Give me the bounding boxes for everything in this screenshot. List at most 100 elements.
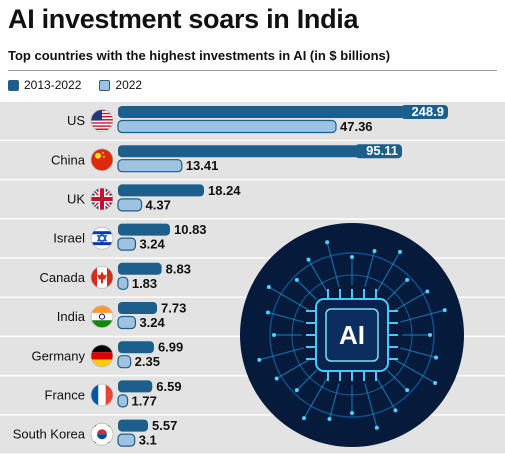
circuit-node	[433, 381, 438, 385]
bar-2013-2022	[118, 302, 158, 314]
bar-2013-2022	[118, 145, 400, 158]
flag-us-icon	[90, 109, 114, 133]
value-label-2013-2022: 18.24	[208, 183, 241, 198]
legend: 2013-2022 2022	[8, 78, 160, 92]
value-label-2022: 1.77	[132, 393, 157, 408]
bar-2022	[117, 119, 337, 134]
circuit-node	[302, 416, 306, 421]
bar-2013-2022	[118, 262, 162, 275]
circuit-node	[434, 355, 439, 360]
circuit-node	[350, 411, 354, 415]
flag-uk-icon	[90, 187, 114, 211]
bar-2022	[117, 198, 143, 212]
circuit-node	[428, 333, 432, 337]
ai-chip-illustration: AI	[240, 223, 464, 447]
circuit-node	[398, 249, 402, 254]
circuit-trace	[364, 383, 378, 428]
legend-swatch-light	[99, 79, 111, 91]
circuit-node	[374, 425, 379, 430]
bar-2013-2022	[118, 184, 204, 197]
legend-swatch-dark	[8, 79, 19, 91]
value-label-2022: 3.1	[139, 433, 157, 448]
bar-2022	[117, 355, 132, 369]
legend-label-2022: 2022	[115, 78, 143, 92]
value-label-2022: 1.83	[132, 276, 157, 291]
value-label-2013-2022: 6.59	[156, 379, 181, 394]
bar-2013-2022	[118, 419, 148, 432]
circuit-trace	[259, 347, 304, 361]
circuit-node	[350, 255, 354, 259]
circuit-trace	[376, 378, 397, 411]
circuit-node	[327, 417, 332, 422]
illustration-ring	[269, 252, 435, 418]
flag-germany-icon	[90, 344, 114, 368]
circuit-trace	[267, 311, 304, 323]
circuit-node	[405, 388, 410, 393]
circuit-trace	[395, 359, 436, 384]
bar-2022	[117, 315, 137, 330]
circuit-trace	[386, 369, 408, 391]
flag-israel-icon	[90, 226, 114, 250]
circuit-node	[442, 308, 447, 313]
circuit-trace	[326, 242, 340, 287]
bar-2022	[117, 394, 129, 408]
circuit-trace	[386, 279, 408, 301]
circuit-trace	[364, 250, 376, 287]
circuit-trace	[395, 290, 428, 311]
circuit-node	[306, 257, 311, 262]
circuit-node	[272, 333, 276, 337]
value-label-background	[355, 144, 402, 159]
value-label-2022: 2.35	[135, 354, 160, 369]
value-label-2022: 3.24	[139, 315, 165, 330]
circuit-trace	[296, 279, 318, 301]
chip-core	[325, 308, 379, 362]
bar-2013-2022	[118, 380, 153, 393]
bar-2013-2022	[118, 341, 154, 354]
circuit-trace	[400, 309, 445, 323]
page-title: AI investment soars in India	[8, 4, 359, 34]
value-label-2013-2022: 6.99	[158, 340, 183, 355]
value-label-2013-2022: 5.57	[152, 418, 177, 433]
circuit-node	[274, 376, 279, 381]
circuit-trace	[400, 347, 437, 359]
bar-2022	[117, 237, 137, 251]
flag-china-icon	[90, 148, 114, 172]
circuit-trace	[276, 359, 309, 380]
bar-chart: AI US 248.9 47.36 China 95.11 13.41 UK 18.24 4.37…	[0, 102, 505, 454]
bar-2022	[117, 276, 129, 290]
divider	[8, 70, 497, 71]
legend-item-2013-2022: 2013-2022	[8, 78, 81, 92]
flag-france-icon	[90, 383, 114, 407]
chart-subtitle: Top countries with the highest investmen…	[8, 48, 391, 63]
circuit-node	[405, 277, 410, 282]
value-label-2022: 4.37	[146, 197, 171, 212]
row-background	[0, 180, 505, 219]
chip-logo-lettering: AI	[339, 320, 365, 350]
legend-label-2013-2022: 2013-2022	[24, 78, 82, 92]
circuit-node	[294, 277, 299, 282]
circuit-trace	[296, 369, 318, 391]
bar-2013-2022	[118, 223, 170, 236]
bar-2013-2022	[118, 106, 446, 118]
bar-2022	[117, 159, 183, 173]
category-label: Canada	[39, 270, 85, 285]
category-label: Germany	[32, 348, 86, 363]
value-label-background	[401, 105, 448, 119]
circuit-trace	[328, 383, 340, 420]
circuit-trace	[376, 251, 401, 292]
bar-2022	[117, 433, 136, 447]
value-label-2022: 47.36	[340, 119, 373, 134]
circuit-node	[266, 285, 271, 289]
circuit-node	[393, 408, 398, 413]
value-label-2013-2022: 7.73	[161, 301, 186, 316]
category-label: Israel	[53, 231, 85, 246]
circuit-node	[294, 388, 299, 393]
category-label: US	[67, 113, 85, 128]
circuit-trace	[268, 286, 309, 311]
value-label-2013-2022: 248.9	[411, 104, 444, 119]
value-label-2013-2022: 8.83	[166, 261, 191, 276]
flag-india-icon	[90, 305, 114, 329]
value-label-2022: 3.24	[139, 237, 165, 252]
circuit-node	[425, 289, 430, 294]
category-label: South Korea	[13, 427, 86, 442]
